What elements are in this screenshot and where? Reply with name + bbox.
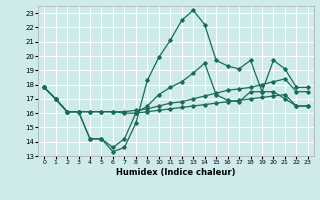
X-axis label: Humidex (Indice chaleur): Humidex (Indice chaleur)	[116, 168, 236, 177]
